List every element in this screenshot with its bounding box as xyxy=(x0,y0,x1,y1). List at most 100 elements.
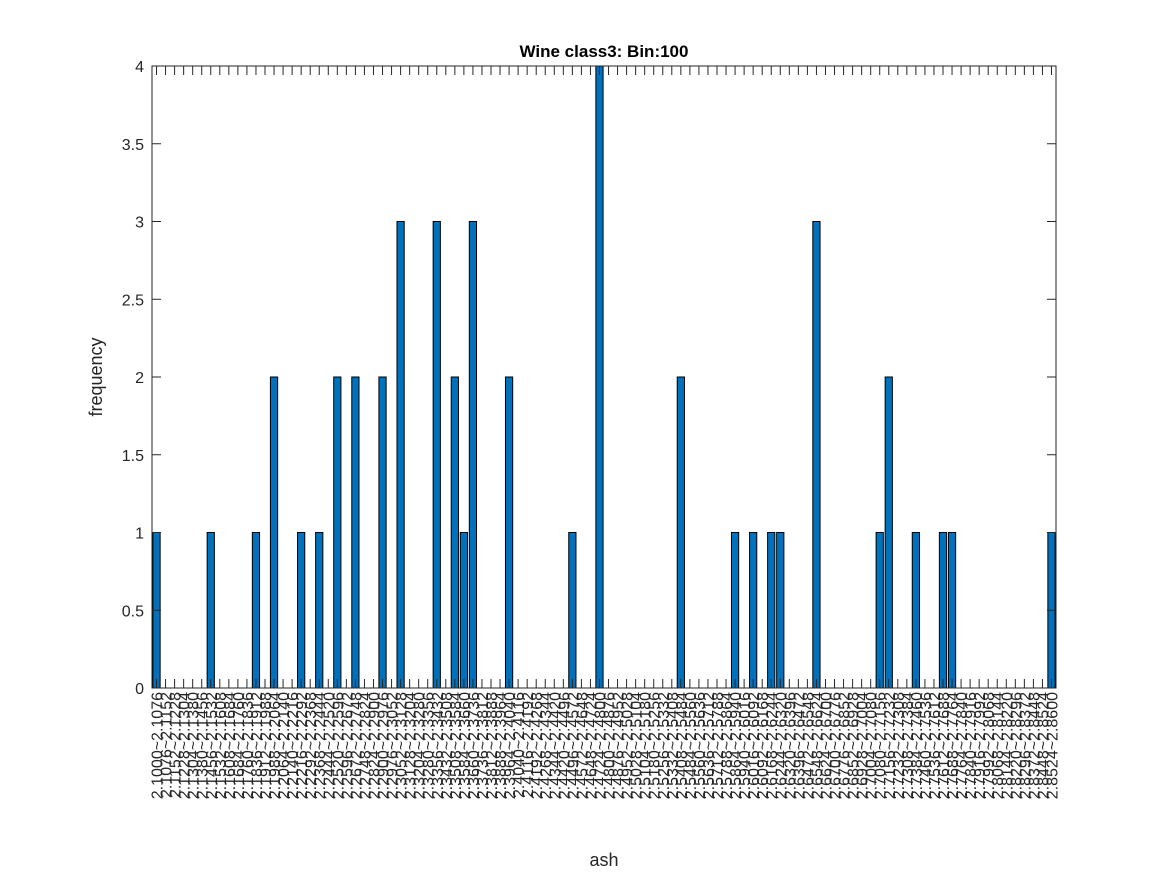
bar xyxy=(351,376,360,689)
x-tick-label: 2.2140~2.2216 xyxy=(285,692,302,799)
x-tick-label: 2.1228~2.1304 xyxy=(177,692,194,799)
bar xyxy=(767,532,776,689)
x-tick-label: 2.5864~2.5940 xyxy=(728,692,745,799)
x-tick-label: 2.3432~2.3508 xyxy=(439,692,456,799)
x-tick-label: 2.8068~2.8144 xyxy=(990,692,1007,799)
x-tick-label: 2.2064~2.2140 xyxy=(276,692,293,799)
x-tick-label: 2.6016~2.6092 xyxy=(746,692,763,799)
x-axis-label: ash xyxy=(589,850,618,870)
x-tick-label: 2.6472~2.6548 xyxy=(800,692,817,799)
bar xyxy=(459,532,468,689)
x-tick-label: 2.1304~2.1380 xyxy=(186,692,203,799)
x-tick-label: 2.1988~2.2064 xyxy=(267,692,284,799)
x-tick-label: 2.2748~2.2824 xyxy=(357,692,374,799)
bar xyxy=(269,376,279,689)
bar xyxy=(776,532,785,689)
x-tick-label: 2.3964~2.4040 xyxy=(502,692,519,799)
x-tick-label: 2.1076~2.1152 xyxy=(159,692,176,798)
x-tick-label: 2.5940~2.6016 xyxy=(737,692,754,799)
x-tick-label: 2.2824~2.2900 xyxy=(366,692,383,799)
x-tick-label: 2.1152~2.1228 xyxy=(168,692,185,798)
x-tick-label: 2.5408~2.5484 xyxy=(674,692,691,799)
bar xyxy=(595,65,604,689)
x-tick-label: 2.7156~2.7232 xyxy=(882,692,899,799)
x-tick-label: 2.6776~2.6852 xyxy=(837,692,854,799)
x-tick-label: 2.3128~2.3204 xyxy=(403,692,420,799)
x-tick-label: 2.8220~2.8296 xyxy=(1008,692,1025,799)
x-tick-label: 2.2292~2.2368 xyxy=(303,692,320,799)
x-tick-label: 2.4876~2.4952 xyxy=(611,692,628,799)
x-tick-label: 2.5788~2.5864 xyxy=(719,692,736,799)
x-tick-label: 2.5104~2.5180 xyxy=(638,692,655,799)
x-tick-label: 2.3812~2.3888 xyxy=(484,692,501,799)
x-tick-label: 2.4268~2.4344 xyxy=(538,692,555,799)
x-tick-label: 2.8144~2.8220 xyxy=(999,692,1016,799)
x-tick-label: 2.1532~2.1608 xyxy=(213,692,230,799)
x-tick-label: 2.3052~2.3128 xyxy=(394,692,411,799)
x-tick-label: 2.6396~2.6472 xyxy=(791,692,808,799)
x-tick-label: 2.5180~2.5256 xyxy=(647,692,664,799)
y-tick-label: 1.5 xyxy=(122,448,144,465)
bar xyxy=(206,532,215,689)
x-tick-label: 2.4192~2.4268 xyxy=(529,692,546,799)
bar xyxy=(568,532,577,689)
y-tick-label: 0 xyxy=(135,681,144,698)
bar xyxy=(947,532,957,689)
bar xyxy=(504,376,514,689)
x-tick-label: 2.3204~2.3280 xyxy=(412,692,429,799)
bar xyxy=(297,532,306,689)
x-tick-label: 2.4648~2.4724 xyxy=(583,692,600,799)
x-tick-label: 2.7764~2.7840 xyxy=(954,692,971,799)
y-axis-label: frequency xyxy=(86,337,106,416)
bar xyxy=(875,532,884,689)
x-tick-label: 2.2900~2.2976 xyxy=(376,692,393,799)
bar xyxy=(812,221,821,689)
x-tick-label: 2.1000~2.1076 xyxy=(150,692,167,799)
x-tick-label: 2.7612~2.7688 xyxy=(936,692,953,799)
y-tick-label: 3 xyxy=(135,215,144,232)
y-tick-label: 4 xyxy=(135,59,144,76)
x-tick-label: 2.6244~2.6320 xyxy=(773,692,790,799)
bar xyxy=(676,376,685,689)
x-tick-label: 2.3584~2.3660 xyxy=(457,692,474,799)
x-tick-label: 2.6624~2.6700 xyxy=(818,692,835,799)
chart-title: Wine class3: Bin:100 xyxy=(520,42,689,61)
y-tick-label: 2 xyxy=(135,370,144,387)
bar xyxy=(315,532,324,689)
x-tick-label: 2.6700~2.6776 xyxy=(828,692,845,799)
y-ticks-group: 0 0.5 1 1.5 2 2.5 3 3.5 4 xyxy=(122,59,1056,698)
bar xyxy=(938,532,948,689)
x-tick-label: 2.1684~2.1760 xyxy=(231,692,248,799)
bar xyxy=(432,221,441,689)
x-tick-label: 2.7384~2.7460 xyxy=(909,692,926,799)
x-tick-label: 2.5484~2.5560 xyxy=(683,692,700,799)
x-tick-label: 2.4420~2.4496 xyxy=(556,692,573,799)
x-tick-label: 2.4496~2.4572 xyxy=(565,692,582,799)
x-tick-label: 2.6092~2.6168 xyxy=(755,692,772,799)
x-tick-label: 2.7840~2.7916 xyxy=(963,692,980,799)
x-tick-label: 2.4800~2.4876 xyxy=(602,692,619,799)
x-tick-label: 2.2672~2.2748 xyxy=(348,692,365,799)
x-tick-label: 2.6548~2.6624 xyxy=(809,692,826,799)
x-tick-label: 2.7916~2.7992 xyxy=(972,692,989,799)
x-tick-label: 2.5332~2.5408 xyxy=(665,692,682,799)
bar xyxy=(396,221,405,689)
x-tick-label: 2.7992~2.8068 xyxy=(981,692,998,799)
bar xyxy=(730,532,740,689)
bar xyxy=(749,532,758,689)
x-tick-label: 2.4344~2.4420 xyxy=(547,692,564,799)
x-tick-label: 2.5256~2.5332 xyxy=(656,692,673,799)
x-tick-label: 2.2444~2.2520 xyxy=(321,692,338,799)
x-tick-label: 2.6928~2.7004 xyxy=(855,692,872,799)
x-tick-label: 2.4572~2.4648 xyxy=(574,692,591,799)
x-tick-label: 2.1760~2.1836 xyxy=(240,692,257,799)
x-tick-label: 2.3888~2.3964 xyxy=(493,692,510,799)
x-tick-label: 2.4040~2.4116 xyxy=(511,692,528,798)
x-tick-label: 2.2216~2.2292 xyxy=(294,692,311,799)
x-tick-label: 2.1608~2.1684 xyxy=(222,692,239,799)
x-tick-label: 2.8372~2.8448 xyxy=(1026,692,1043,799)
x-tick-label: 2.2520~2.2596 xyxy=(330,692,347,799)
x-tick-label: 2.5712~2.5788 xyxy=(710,692,727,799)
x-tick-label: 2.3356~2.3432 xyxy=(430,692,447,799)
x-tick-label: 2.2596~2.2672 xyxy=(339,692,356,799)
